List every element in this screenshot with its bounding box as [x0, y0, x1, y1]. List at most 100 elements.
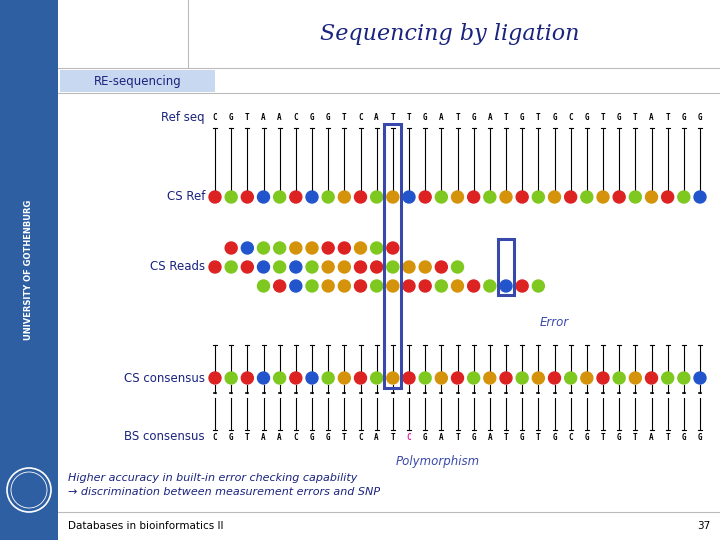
Bar	[384, 124, 401, 388]
Circle shape	[436, 261, 447, 273]
Text: 37: 37	[697, 521, 710, 531]
Text: T: T	[504, 433, 508, 442]
Text: G: G	[520, 113, 524, 123]
Text: T: T	[245, 433, 250, 442]
Circle shape	[500, 280, 512, 292]
Circle shape	[354, 280, 366, 292]
Circle shape	[306, 191, 318, 203]
Circle shape	[581, 191, 593, 203]
Text: G: G	[552, 113, 557, 123]
Text: G: G	[552, 433, 557, 442]
Circle shape	[613, 191, 625, 203]
Text: RE-sequencing: RE-sequencing	[94, 75, 182, 87]
Circle shape	[306, 261, 318, 273]
Text: A: A	[649, 433, 654, 442]
Text: C: C	[294, 433, 298, 442]
Text: G: G	[423, 113, 428, 123]
Text: T: T	[504, 113, 508, 123]
Text: A: A	[487, 433, 492, 442]
Circle shape	[419, 261, 431, 273]
Circle shape	[225, 261, 237, 273]
Text: G: G	[229, 113, 233, 123]
Circle shape	[306, 372, 318, 384]
Circle shape	[549, 191, 560, 203]
Circle shape	[564, 191, 577, 203]
Text: C: C	[568, 433, 573, 442]
Circle shape	[581, 372, 593, 384]
Text: C: C	[358, 113, 363, 123]
Circle shape	[274, 280, 286, 292]
Circle shape	[290, 261, 302, 273]
Circle shape	[209, 261, 221, 273]
Circle shape	[387, 372, 399, 384]
Circle shape	[225, 191, 237, 203]
Circle shape	[403, 372, 415, 384]
Text: G: G	[472, 433, 476, 442]
Text: Error: Error	[540, 316, 569, 329]
Circle shape	[436, 191, 447, 203]
Circle shape	[387, 191, 399, 203]
Circle shape	[258, 191, 269, 203]
Circle shape	[451, 280, 464, 292]
Circle shape	[516, 191, 528, 203]
Text: T: T	[390, 433, 395, 442]
Text: Ref seq: Ref seq	[161, 111, 205, 125]
Text: G: G	[698, 113, 702, 123]
Circle shape	[258, 242, 269, 254]
Circle shape	[338, 372, 351, 384]
Text: A: A	[277, 113, 282, 123]
Circle shape	[371, 191, 382, 203]
Text: T: T	[536, 433, 541, 442]
Circle shape	[694, 191, 706, 203]
Circle shape	[629, 372, 642, 384]
Text: G: G	[229, 433, 233, 442]
Text: T: T	[600, 433, 606, 442]
Circle shape	[678, 191, 690, 203]
Text: G: G	[472, 113, 476, 123]
Text: G: G	[682, 113, 686, 123]
Text: T: T	[665, 113, 670, 123]
Text: G: G	[423, 433, 428, 442]
Circle shape	[516, 372, 528, 384]
Text: A: A	[487, 113, 492, 123]
Circle shape	[354, 191, 366, 203]
Text: T: T	[600, 113, 606, 123]
Circle shape	[274, 261, 286, 273]
Text: UNIVERSITY OF GOTHENBURG: UNIVERSITY OF GOTHENBURG	[24, 200, 34, 340]
Circle shape	[532, 191, 544, 203]
Circle shape	[662, 372, 674, 384]
Text: G: G	[585, 113, 589, 123]
Circle shape	[629, 191, 642, 203]
Circle shape	[209, 372, 221, 384]
Circle shape	[468, 372, 480, 384]
Circle shape	[419, 280, 431, 292]
Circle shape	[322, 372, 334, 384]
Text: C: C	[294, 113, 298, 123]
Circle shape	[436, 372, 447, 384]
Circle shape	[646, 191, 657, 203]
Circle shape	[403, 280, 415, 292]
Text: G: G	[326, 433, 330, 442]
Text: T: T	[407, 113, 411, 123]
Circle shape	[694, 372, 706, 384]
Text: G: G	[617, 113, 621, 123]
Circle shape	[354, 242, 366, 254]
Circle shape	[468, 280, 480, 292]
Circle shape	[451, 261, 464, 273]
Circle shape	[241, 242, 253, 254]
Text: A: A	[374, 433, 379, 442]
Circle shape	[290, 191, 302, 203]
Circle shape	[290, 372, 302, 384]
Circle shape	[258, 280, 269, 292]
Circle shape	[387, 280, 399, 292]
Text: T: T	[665, 433, 670, 442]
Bar	[498, 239, 514, 295]
Text: A: A	[261, 433, 266, 442]
Circle shape	[225, 242, 237, 254]
Circle shape	[354, 372, 366, 384]
Circle shape	[484, 280, 496, 292]
Circle shape	[371, 242, 382, 254]
Text: A: A	[439, 113, 444, 123]
Circle shape	[338, 261, 351, 273]
Circle shape	[371, 261, 382, 273]
